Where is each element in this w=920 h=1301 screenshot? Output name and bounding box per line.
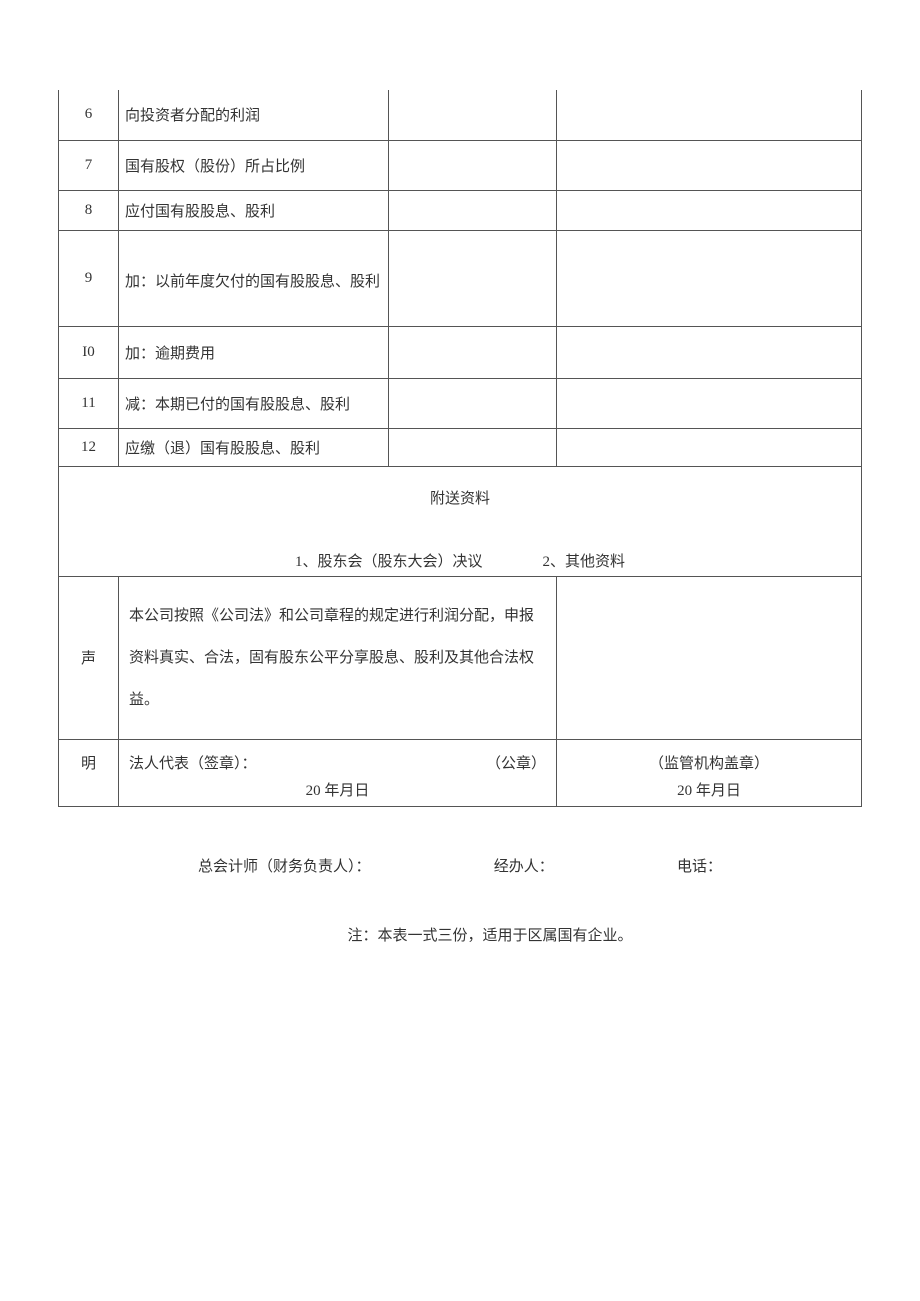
signature-right-cell: （监管机构盖章） 20 年月日 [557, 739, 862, 806]
phone-label: 电话： [677, 855, 722, 876]
row-value-1 [389, 378, 557, 428]
supervisor-stamp-label: （监管机构盖章） [567, 752, 851, 773]
company-stamp-label: （公章） [486, 752, 546, 773]
form-table: 6 向投资者分配的利润 7 国有股权（股份）所占比例 8 应付国有股股息、股利 … [58, 90, 862, 807]
table-row: 9 加：以前年度欠付的国有股股息、股利 [59, 230, 862, 326]
table-row: 8 应付国有股股息、股利 [59, 190, 862, 230]
attachments-title: 附送资料 [430, 487, 490, 508]
chief-accountant-label: 总会计师（财务负责人）： [198, 855, 371, 876]
row-label: 减：本期已付的国有股股息、股利 [119, 378, 389, 428]
attachments-row: 附送资料 1、股东会（股东大会）决议 2、其他资料 [59, 466, 862, 576]
row-value-1 [389, 326, 557, 378]
legal-rep-label: 法人代表（签章）： [129, 752, 257, 773]
row-label: 国有股权（股份）所占比例 [119, 140, 389, 190]
row-value-1 [389, 90, 557, 140]
row-value-2 [557, 90, 862, 140]
row-value-1 [389, 428, 557, 466]
row-value-2 [557, 326, 862, 378]
declaration-row-top: 声 本公司按照《公司法》和公司章程的规定进行利润分配，申报资料真实、合法，固有股… [59, 576, 862, 739]
date-right: 20 年月日 [567, 779, 851, 800]
handler-label: 经办人： [494, 855, 554, 876]
footer-note: 注：本表一式三份，适用于区属国有企业。 [198, 924, 782, 945]
row-index: 8 [59, 190, 119, 230]
row-label: 应缴（退）国有股股息、股利 [119, 428, 389, 466]
declaration-text: 本公司按照《公司法》和公司章程的规定进行利润分配，申报资料真实、合法，固有股东公… [119, 576, 557, 739]
row-index: 7 [59, 140, 119, 190]
row-value-1 [389, 230, 557, 326]
row-value-1 [389, 190, 557, 230]
row-label: 加：逾期费用 [119, 326, 389, 378]
signature-left-cell: 法人代表（签章）： （公章） 20 年月日 [119, 739, 557, 806]
declaration-label-top: 声 [59, 576, 119, 739]
row-index: 6 [59, 90, 119, 140]
row-value-2 [557, 190, 862, 230]
footer: 总会计师（财务负责人）： 经办人： 电话： 注：本表一式三份，适用于区属国有企业… [58, 855, 862, 945]
table-row: 11 减：本期已付的国有股股息、股利 [59, 378, 862, 428]
row-label: 加：以前年度欠付的国有股股息、股利 [119, 230, 389, 326]
row-value-2 [557, 230, 862, 326]
row-label: 向投资者分配的利润 [119, 90, 389, 140]
footer-contacts: 总会计师（财务负责人）： 经办人： 电话： [198, 855, 782, 876]
row-index: 9 [59, 230, 119, 326]
date-left: 20 年月日 [129, 779, 546, 800]
row-value-1 [389, 140, 557, 190]
table-row: 6 向投资者分配的利润 [59, 90, 862, 140]
table-row: 7 国有股权（股份）所占比例 [59, 140, 862, 190]
row-label: 应付国有股股息、股利 [119, 190, 389, 230]
declaration-right-empty [557, 576, 862, 739]
declaration-row-bottom: 明 法人代表（签章）： （公章） 20 年月日 （监管机构盖章） 20 年月日 [59, 739, 862, 806]
attachments-cell: 附送资料 1、股东会（股东大会）决议 2、其他资料 [59, 466, 862, 576]
declaration-label-bottom: 明 [59, 739, 119, 806]
table-row: I0 加：逾期费用 [59, 326, 862, 378]
row-index: 11 [59, 378, 119, 428]
row-value-2 [557, 428, 862, 466]
row-value-2 [557, 140, 862, 190]
row-value-2 [557, 378, 862, 428]
table-row: 12 应缴（退）国有股股息、股利 [59, 428, 862, 466]
row-index: 12 [59, 428, 119, 466]
attachment-item-1: 1、股东会（股东大会）决议 [295, 550, 483, 571]
row-index: I0 [59, 326, 119, 378]
attachment-item-2: 2、其他资料 [543, 550, 626, 571]
